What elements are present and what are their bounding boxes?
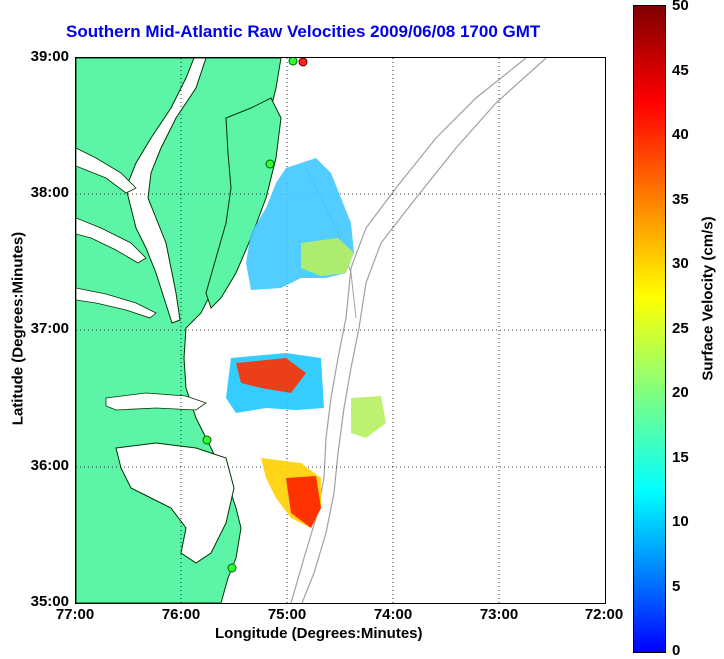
colorbar-tick-40: 40 (672, 126, 689, 143)
colorbar-tick-10: 10 (672, 513, 689, 530)
lon-tick-75: 75:00 (267, 606, 307, 623)
lon-tick-72: 72:00 (584, 606, 624, 623)
river-3 (76, 287, 157, 319)
albemarle-sound (105, 392, 207, 411)
bathymetry-contour-1 (290, 58, 527, 603)
delmarva-peninsula (205, 97, 282, 309)
station-marker-red (298, 58, 308, 67)
colorbar-tick-5: 5 (672, 578, 681, 595)
colorbar-tick-50: 50 (672, 0, 689, 14)
chesapeake-bay (125, 58, 207, 324)
lon-tick-77: 77:00 (55, 606, 95, 623)
lat-tick-39: 39:00 (30, 48, 69, 65)
station-marker-green (202, 435, 212, 445)
colorbar-tick-15: 15 (672, 449, 689, 466)
colorbar-tick-35: 35 (672, 191, 689, 208)
station-marker-green (288, 58, 298, 66)
map-canvas (76, 58, 605, 603)
lat-tick-37: 37:00 (30, 320, 69, 337)
lat-tick-36: 36:00 (30, 457, 69, 474)
y-axis-label: Latitude (Degrees:Minutes) (9, 231, 27, 426)
colorbar-label: Surface Velocity (cm/s) (699, 216, 717, 381)
colorbar-tick-20: 20 (672, 384, 689, 401)
station-marker-green (227, 563, 237, 573)
velocity-patch-north-green (301, 238, 354, 276)
river-1 (76, 147, 137, 194)
colorbar-tick-25: 25 (672, 320, 689, 337)
velocity-colorbar (633, 5, 666, 653)
velocity-patch-east (351, 396, 386, 438)
bathymetry-contour-2 (301, 58, 547, 603)
lat-tick-35: 35:00 (30, 593, 69, 610)
lon-tick-73: 73:00 (479, 606, 519, 623)
x-axis-label: Longitude (Degrees:Minutes) (215, 625, 423, 642)
colorbar-tick-0: 0 (672, 642, 681, 659)
pamlico-sound (115, 442, 235, 564)
map-grid (76, 58, 605, 603)
velocity-patch-middle-red (236, 358, 306, 393)
station-marker-green (265, 159, 275, 169)
map-title: Southern Mid-Atlantic Raw Velocities 200… (66, 22, 541, 41)
colorbar-tick-45: 45 (672, 62, 689, 79)
map-panel[interactable] (75, 57, 606, 604)
lon-tick-74: 74:00 (373, 606, 413, 623)
lon-tick-76: 76:00 (161, 606, 201, 623)
colorbar-tick-30: 30 (672, 255, 689, 272)
lat-tick-38: 38:00 (30, 184, 69, 201)
river-2 (76, 217, 147, 264)
velocity-patch-south-red (286, 476, 321, 528)
